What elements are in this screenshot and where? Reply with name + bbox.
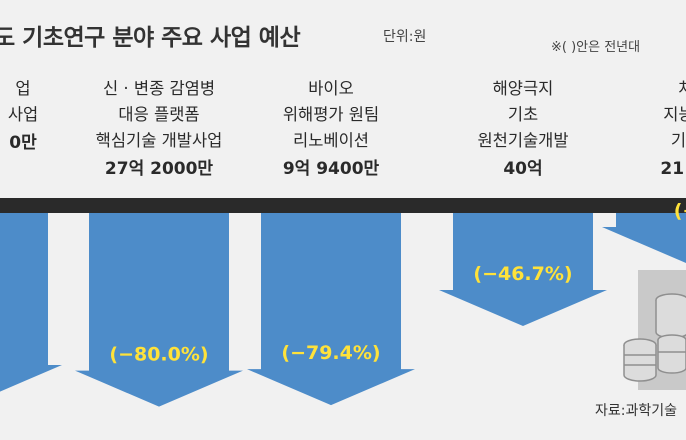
arrow-bar: (−46.7%): [439, 213, 607, 327]
arrow-bar: %): [0, 213, 62, 392]
category-line: 사업: [7, 105, 39, 124]
chart-title: 도 기초연구 분야 주요 사업 예산: [0, 25, 301, 51]
chart-baseline: [0, 198, 686, 213]
change-label: (−79.4%): [281, 342, 380, 364]
amount-label: 40억: [503, 159, 543, 179]
amount-label: 211억: [660, 159, 686, 179]
amount-label: 27억 2000만: [104, 159, 214, 179]
category-line: 업: [15, 79, 31, 98]
change-label: (−80.0%): [109, 344, 208, 366]
category-line: 기초: [507, 105, 539, 124]
note-label: ※( )안은 전년대: [551, 40, 641, 55]
amount-label: 9억 9400만: [282, 159, 380, 179]
arrow-shape: [247, 213, 415, 406]
category-line: 기술: [670, 131, 686, 150]
category-line: 지능형: [663, 105, 686, 124]
unit-label: 단위:원: [383, 29, 427, 45]
arrow-shape: [602, 213, 686, 263]
arrow-bar: (−: [602, 200, 686, 263]
category-line: 차: [566, 76, 686, 102]
category-label-1: 업 사업 0만: [0, 76, 143, 156]
category-line: 바이오: [308, 79, 354, 98]
source-label: 자료:과학기술: [595, 403, 677, 419]
category-label-4: 해양극지 기초 원천기술개발 40억: [403, 76, 643, 182]
category-line: 위해평가 원팀: [282, 105, 380, 124]
category-line: 신 · 변종 감염병: [102, 79, 216, 98]
category-line: 핵심기술 개발사업: [95, 131, 223, 150]
amount-label: 0만: [9, 133, 37, 153]
category-line: 원천기술개발: [477, 131, 569, 150]
category-label-5: 차 지능형 기술 211억: [566, 76, 686, 182]
arrow-shape: [439, 213, 607, 327]
category-line: 리노베이션: [293, 131, 369, 150]
change-label: (−46.7%): [473, 263, 572, 285]
category-line: 해양극지: [492, 79, 554, 98]
category-label-3: 바이오 위해평가 원팀 리노베이션 9억 9400만: [211, 76, 451, 182]
arrow-shape: [75, 213, 243, 407]
arrow-bar: (−79.4%): [247, 213, 415, 406]
arrow-shape: [0, 213, 62, 392]
arrow-bar: (−80.0%): [75, 213, 243, 407]
category-line: 대응 플랫폼: [118, 105, 200, 124]
category-label-2: 신 · 변종 감염병 대응 플랫폼 핵심기술 개발사업 27억 2000만: [39, 76, 279, 182]
change-label: (−: [674, 200, 686, 222]
